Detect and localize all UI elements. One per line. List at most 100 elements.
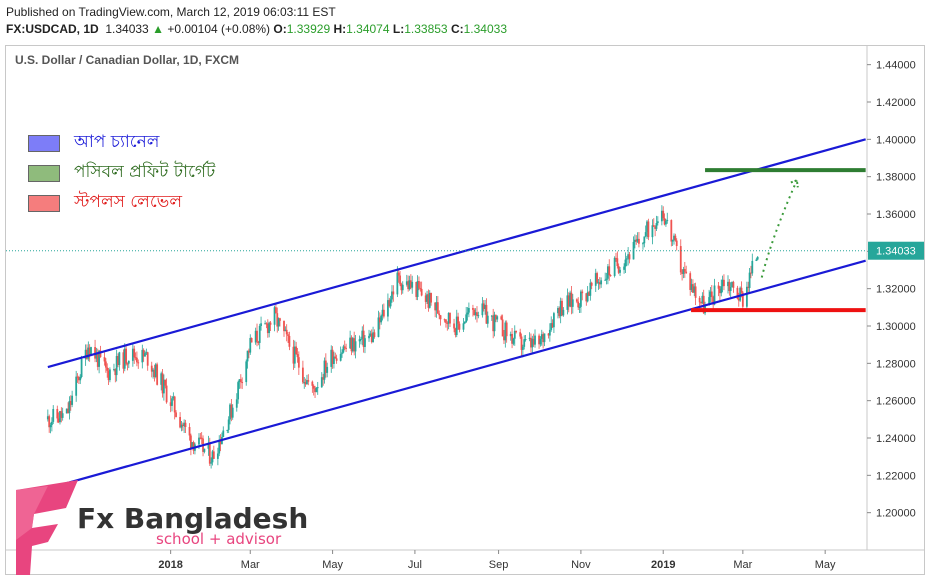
candle-body (75, 376, 78, 396)
y-tick-label: 1.22000 (876, 470, 916, 482)
candle-body (389, 299, 392, 307)
candle-body (616, 258, 619, 267)
candle-body (265, 323, 268, 325)
candle-body (208, 443, 211, 464)
candle-body (550, 323, 553, 330)
candle-body (635, 239, 638, 242)
candle-body (239, 379, 242, 383)
candle-body (107, 370, 110, 381)
candle-body (474, 312, 477, 316)
candle-body (415, 281, 418, 297)
close-value: 1.34033 (463, 22, 508, 36)
chart-frame[interactable] (5, 45, 925, 575)
candle-body (183, 422, 186, 427)
candle-body (260, 323, 262, 326)
candle-body (115, 356, 118, 376)
candle-body (162, 379, 165, 394)
candle-body (553, 313, 555, 328)
candle-body (647, 221, 650, 238)
candle-body (484, 304, 486, 310)
legend-swatch (28, 134, 60, 152)
candle-body (731, 281, 733, 288)
candle-body (548, 329, 551, 336)
candle-body (358, 339, 361, 342)
candle-body (732, 281, 735, 288)
candle-body (301, 367, 304, 383)
candle-body (520, 336, 523, 350)
candle-body (756, 256, 759, 260)
candle-body (571, 299, 574, 307)
candle-body (557, 308, 559, 314)
candle-body (589, 282, 592, 296)
candle-body (662, 210, 665, 219)
change-arrow-icon: ▲ (152, 22, 164, 36)
candle-body (407, 281, 410, 290)
legend-item-stop-loss: স্টপলস লেভেল (28, 188, 215, 218)
candle-body (304, 382, 307, 385)
candle-body (445, 319, 447, 323)
candle-body (98, 350, 101, 367)
candle-body (106, 367, 109, 371)
y-tick-label: 1.40000 (876, 134, 916, 146)
candle-body (46, 416, 49, 420)
x-tick-label: Mar (733, 559, 752, 571)
candle-body (523, 339, 526, 347)
candle-body (729, 287, 732, 291)
candle-body (49, 425, 52, 428)
candle-body (698, 297, 701, 303)
candle-body (381, 309, 384, 316)
candle-body (608, 266, 611, 276)
candle-body (443, 319, 446, 321)
candle-body (418, 281, 420, 289)
candle-body (713, 285, 716, 305)
candle-body (391, 291, 393, 300)
candle-body (248, 350, 250, 353)
candle-body (200, 437, 203, 439)
candle-body (142, 349, 145, 357)
candle-body (211, 451, 214, 463)
candle-body (638, 238, 640, 244)
candle-body (430, 292, 433, 303)
y-tick-label: 1.32000 (876, 284, 916, 296)
candle-body (409, 280, 412, 288)
candle-body (453, 323, 455, 329)
published-line: Published on TradingView.com, March 12, … (6, 5, 336, 19)
brand-logo-icon (16, 480, 78, 575)
candle-body (609, 275, 612, 277)
legend-label: পসিবল প্রফিট টার্গেট (74, 162, 216, 182)
candle-body (334, 356, 337, 359)
candle-body (652, 225, 655, 227)
candle-body (84, 349, 87, 359)
candle-body (736, 287, 739, 299)
candle-body (625, 258, 628, 260)
candle-body (682, 269, 685, 274)
candle-body (586, 292, 589, 302)
candle-body (126, 363, 129, 365)
x-tick-label: May (322, 559, 343, 571)
low-value: 1.33853 (404, 22, 448, 36)
x-tick-label: Jul (408, 559, 422, 571)
brand-tagline: school + advisor (156, 530, 282, 548)
candle-body (230, 404, 233, 418)
candle-body (399, 275, 401, 285)
candle-body (492, 315, 495, 332)
candle-body (314, 388, 316, 393)
candle-body (295, 346, 298, 355)
candle-body (372, 332, 374, 343)
candle-body (392, 291, 395, 295)
candle-body (462, 323, 465, 330)
candle-body (191, 442, 194, 448)
candle-body (482, 303, 485, 310)
candle-body (683, 269, 686, 272)
candle-body (245, 361, 248, 383)
candle-body (636, 238, 639, 242)
candle-body (67, 408, 69, 414)
candle-body (71, 395, 74, 405)
candle-body (598, 282, 601, 285)
candle-body (192, 442, 195, 451)
candle-body (114, 369, 117, 376)
high-value: 1.34074 (346, 22, 390, 36)
candle-body (56, 408, 59, 419)
candle-body (156, 364, 159, 385)
